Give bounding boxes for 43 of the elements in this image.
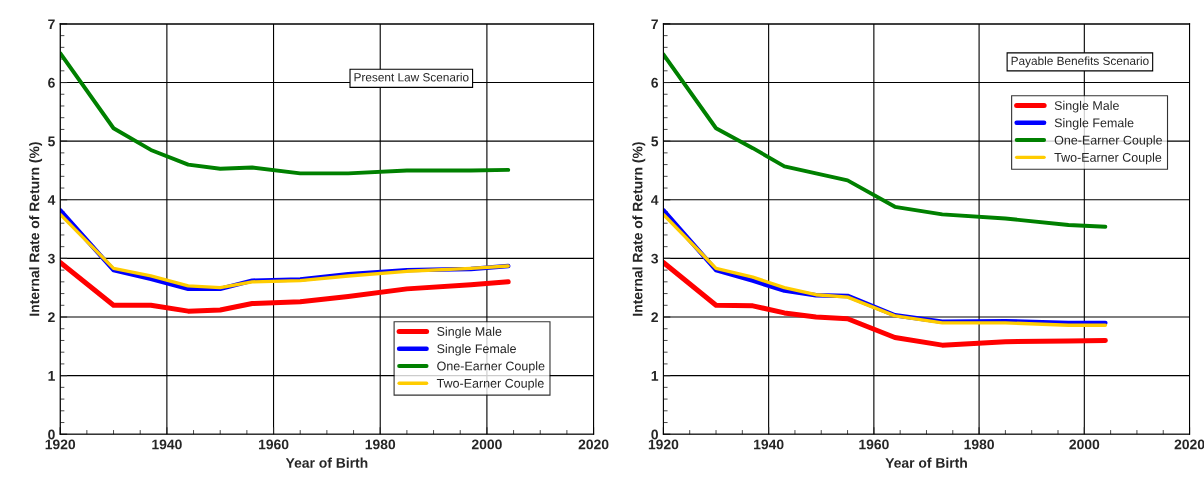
y-tick-label: 1 (651, 371, 659, 381)
y-tick-label: 4 (651, 195, 659, 205)
x-tick-label: 2000 (471, 439, 502, 450)
x-tick-label: 1980 (365, 439, 396, 450)
y-tick-label: 0 (48, 429, 55, 440)
y-tick-label: 6 (651, 77, 659, 88)
x-axis-title: Year of Birth (285, 457, 368, 468)
x-axis-title: Year of Birth (885, 457, 967, 468)
x-tick-label: 1920 (648, 439, 679, 450)
legend-label: Two-Earner Couple (1054, 152, 1162, 165)
x-tick-label: 2000 (1069, 439, 1100, 450)
y-axis-title: Internal Rate of Return (%) (29, 142, 43, 316)
y-tick-label: 1 (48, 371, 55, 381)
legend-label: Single Female (437, 343, 516, 356)
y-tick-label: 7 (651, 19, 658, 29)
legend-label: Single Male (1054, 100, 1119, 113)
legend-label: Two-Earner Couple (436, 378, 544, 391)
y-tick-label: 5 (48, 136, 55, 147)
y-axis-title: Internal Rate of Return (%) (632, 142, 646, 316)
y-tick-label: 5 (651, 136, 659, 147)
y-tick-label: 3 (47, 253, 55, 264)
line-series (60, 51, 511, 176)
y-tick-label: 2 (651, 312, 658, 323)
y-tick-label: 3 (651, 253, 659, 264)
legend-label: One-Earner Couple (437, 361, 545, 373)
y-tick-label: 7 (48, 19, 55, 29)
y-tick-label: 0 (651, 429, 658, 440)
annotation: Payable Benefits Scenario (1011, 56, 1149, 68)
x-tick-label: 1980 (964, 439, 994, 450)
y-tick-label: 6 (48, 77, 55, 88)
x-tick-label: 1960 (258, 439, 289, 450)
legend-label: Single Male (437, 326, 502, 339)
annotation: Present Law Scenario (354, 72, 469, 82)
legend-label: Single Female (1054, 118, 1134, 130)
x-tick-label: 2020 (578, 439, 609, 450)
x-tick-label: 1960 (859, 439, 889, 450)
y-tick-label: 4 (47, 195, 56, 205)
x-tick-label: 1940 (152, 439, 182, 450)
legend-label: One-Earner Couple (1054, 135, 1162, 148)
x-tick-label: 1920 (45, 439, 76, 450)
x-tick-label: 2020 (1174, 439, 1204, 450)
y-tick-label: 2 (48, 312, 55, 323)
x-tick-label: 1940 (754, 439, 784, 450)
